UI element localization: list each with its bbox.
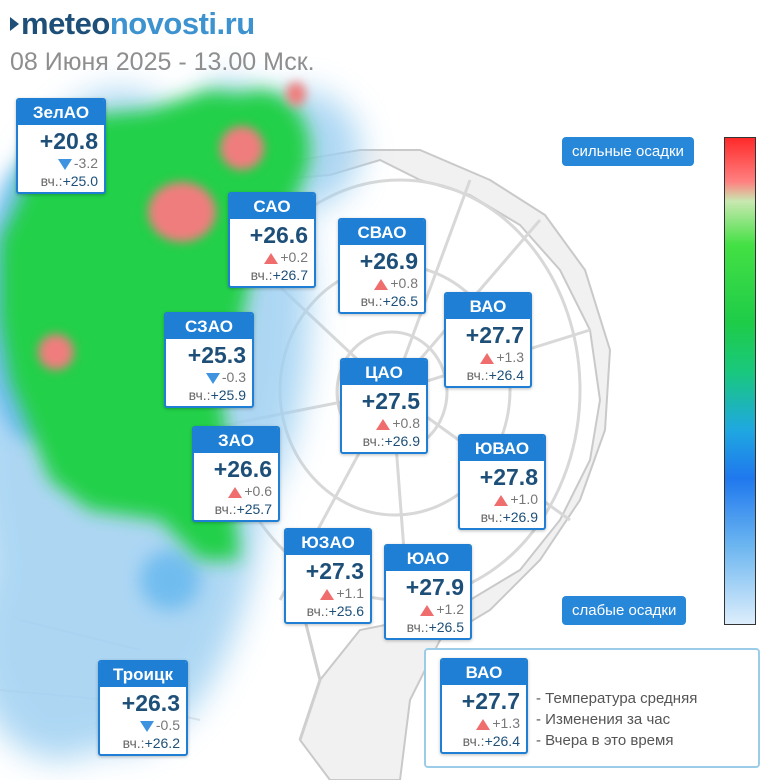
district-card-yuvao: ЮВАО +27.8 +1.0 вч.:+26.9 [458, 434, 546, 530]
avg-temperature: +27.7 [465, 322, 524, 348]
district-card-cao: ЦАО +27.5 +0.8 вч.:+26.9 [340, 358, 428, 454]
hourly-change: +0.6 [200, 483, 272, 500]
logo-bold-text: meteo [21, 6, 110, 41]
avg-temperature: +20.8 [39, 128, 98, 154]
datetime-subtitle: 08 Июня 2025 - 13.00 Мск. [10, 48, 315, 76]
yesterday-temperature: вч.:+26.9 [480, 509, 538, 525]
district-name: ЮАО [386, 546, 470, 571]
district-card-sao: САО +26.6 +0.2 вч.:+26.7 [228, 192, 316, 288]
trend-up-icon [376, 418, 391, 430]
header: meteo novosti.ru 08 Июня 2025 - 13.00 Мск… [10, 6, 315, 77]
district-card-troick: Троицк +26.3 -0.5 вч.:+26.2 [98, 660, 188, 756]
hourly-change: +1.0 [466, 491, 538, 508]
district-card-szao: СЗАО +25.3 -0.3 вч.:+25.9 [164, 312, 254, 408]
scale-label-heavy: сильные осадки [562, 137, 694, 166]
district-name: САО [230, 194, 314, 219]
hourly-change: +1.3 [448, 715, 520, 732]
trend-down-icon [205, 372, 220, 384]
trend-up-icon [374, 278, 389, 290]
district-card-svao: СВАО +26.9 +0.8 вч.:+26.5 [338, 218, 426, 314]
yesterday-temperature: вч.:+26.7 [250, 267, 308, 283]
district-name: ЮВАО [460, 436, 544, 461]
logo-arrow-icon [10, 17, 19, 31]
district-name: ВАО [442, 660, 526, 685]
yesterday-temperature: вч.:+25.6 [306, 603, 364, 619]
district-card-yuao: ЮАО +27.9 +1.2 вч.:+26.5 [384, 544, 472, 640]
district-card-yuzao: ЮЗАО +27.3 +1.1 вч.:+25.6 [284, 528, 372, 624]
legend-descriptions: - Температура средняя - Изменения за час… [536, 688, 697, 751]
yesterday-temperature: вч.:+25.7 [214, 501, 272, 517]
avg-temperature: +26.3 [121, 690, 180, 716]
rain-heavy-cores [38, 82, 306, 370]
yesterday-temperature: вч.:+26.9 [362, 433, 420, 449]
district-card-vao: ВАО +27.7 +1.3 вч.:+26.4 [444, 292, 532, 388]
hourly-change: +0.2 [236, 249, 308, 266]
trend-up-icon [476, 718, 491, 730]
hourly-change: +0.8 [346, 275, 418, 292]
legend-line-avg-temp: - Температура средняя [536, 690, 698, 707]
avg-temperature: +27.5 [361, 388, 420, 414]
trend-up-icon [228, 486, 243, 498]
scale-label-light: слабые осадки [562, 596, 687, 625]
hourly-change: -3.2 [24, 155, 98, 172]
district-name: СВАО [340, 220, 424, 245]
avg-temperature: +27.8 [479, 464, 538, 490]
city-outline [213, 149, 612, 780]
legend-line-yesterday: - Вчера в это время [536, 732, 674, 749]
avg-temperature: +27.7 [461, 688, 520, 714]
district-name: ЗАО [194, 428, 278, 453]
legend-line-hourly-change: - Изменения за час [536, 711, 671, 728]
yesterday-temperature: вч.:+26.4 [462, 733, 520, 749]
trend-down-icon [139, 720, 154, 732]
avg-temperature: +27.9 [405, 574, 464, 600]
district-name: ЮЗАО [286, 530, 370, 555]
trend-up-icon [320, 588, 335, 600]
avg-temperature: +26.9 [359, 248, 418, 274]
district-card-zelao: ЗелАО +20.8 -3.2 вч.:+25.0 [16, 98, 106, 194]
district-name: СЗАО [166, 314, 252, 339]
yesterday-temperature: вч.:+25.0 [40, 173, 98, 189]
precipitation-scale-bar [724, 137, 756, 625]
yesterday-temperature: вч.:+26.5 [360, 293, 418, 309]
trend-up-icon [420, 604, 435, 616]
avg-temperature: +26.6 [249, 222, 308, 248]
trend-up-icon [480, 352, 495, 364]
yesterday-temperature: вч.:+25.9 [188, 387, 246, 403]
yesterday-temperature: вч.:+26.2 [122, 735, 180, 751]
hourly-change: -0.5 [106, 717, 180, 734]
avg-temperature: +26.6 [213, 456, 272, 482]
district-name: ЦАО [342, 360, 426, 385]
yesterday-temperature: вч.:+26.5 [406, 619, 464, 635]
logo-light-text: novosti.ru [109, 6, 255, 41]
legend-box: ВАО +27.7 +1.3 вч.:+26.4 - Температура с… [424, 648, 760, 768]
hourly-change: -0.3 [172, 369, 246, 386]
district-name: ВАО [446, 294, 530, 319]
district-name: ЗелАО [18, 100, 104, 125]
district-name: Троицк [100, 662, 186, 687]
yesterday-temperature: вч.:+26.4 [466, 367, 524, 383]
legend-example-card: ВАО +27.7 +1.3 вч.:+26.4 [440, 658, 528, 754]
hourly-change: +0.8 [348, 415, 420, 432]
trend-up-icon [264, 252, 279, 264]
avg-temperature: +27.3 [305, 558, 364, 584]
hourly-change: +1.3 [452, 349, 524, 366]
hourly-change: +1.2 [392, 601, 464, 618]
district-card-zao: ЗАО +26.6 +0.6 вч.:+25.7 [192, 426, 280, 522]
site-logo[interactable]: meteo novosti.ru [10, 6, 315, 42]
trend-down-icon [57, 158, 72, 170]
avg-temperature: +25.3 [187, 342, 246, 368]
trend-up-icon [494, 494, 509, 506]
hourly-change: +1.1 [292, 585, 364, 602]
